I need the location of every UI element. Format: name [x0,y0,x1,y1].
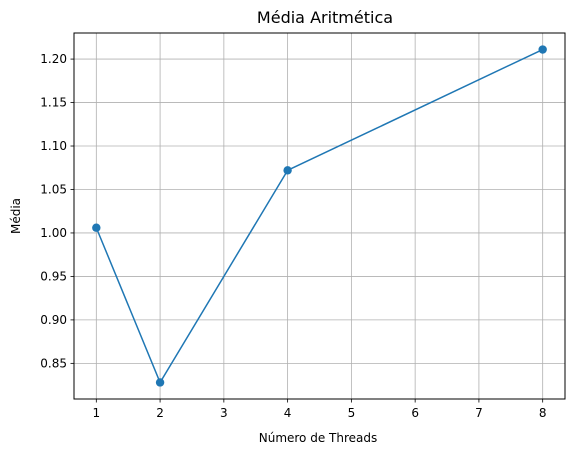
series-layer [92,45,547,387]
x-tick-label: 7 [475,406,483,420]
chart-title: Média Aritmética [257,8,393,27]
x-tick-label: 6 [411,406,419,420]
x-tick-label: 3 [220,406,228,420]
grid-lines [74,33,565,399]
x-axis-ticks: 1 2 3 4 5 6 7 8 [92,399,547,420]
data-point [92,223,101,232]
y-tick-label: 1.00 [40,226,67,240]
y-tick-label: 1.05 [40,182,67,196]
y-tick-label: 0.85 [40,356,67,370]
y-axis-ticks: 0.85 0.90 0.95 1.00 1.05 1.10 1.15 1.20 [40,52,74,370]
series-line [95,48,544,384]
x-axis-label: Número de Threads [259,431,378,445]
data-point [155,378,165,387]
y-tick-label: 1.10 [40,139,67,153]
x-tick-label: 4 [284,406,292,420]
x-tick-label: 1 [92,406,100,420]
x-tick-label: 5 [348,406,356,420]
x-tick-label: 2 [156,406,164,420]
y-tick-label: 1.20 [40,52,67,66]
y-tick-label: 0.95 [40,269,67,283]
y-tick-label: 1.15 [40,96,67,110]
x-tick-label: 8 [539,406,547,420]
data-point [538,45,547,54]
data-point [283,166,292,175]
y-axis-label: Média [9,198,23,234]
y-tick-label: 0.90 [40,313,67,327]
plot-frame [73,32,566,400]
